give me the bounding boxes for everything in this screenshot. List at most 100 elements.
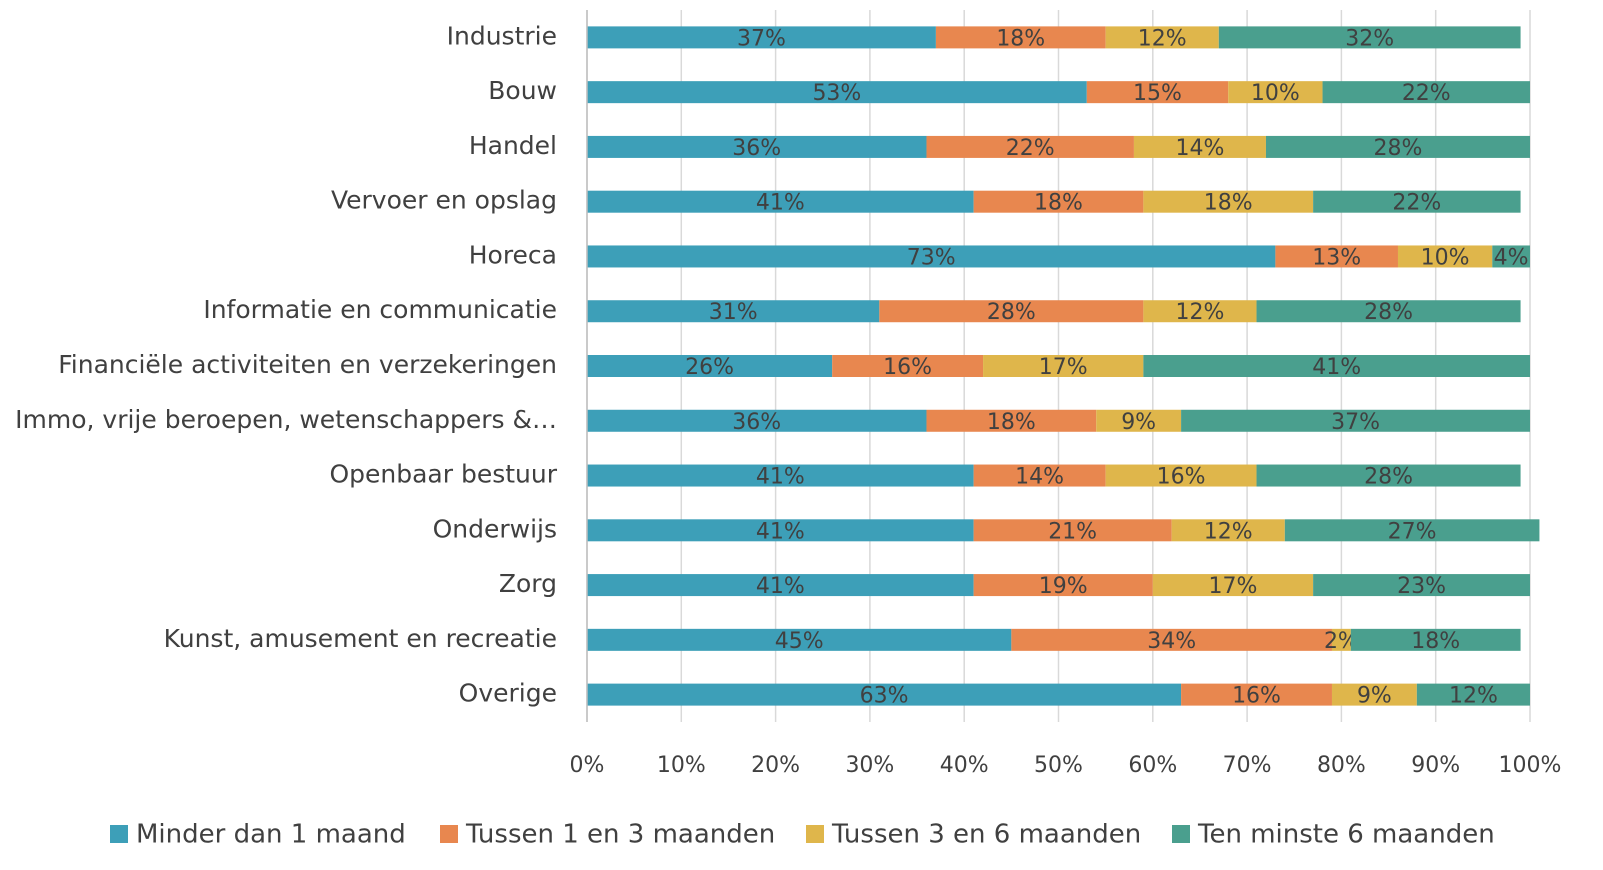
data-label: 14% <box>1015 465 1064 490</box>
data-label: 23% <box>1397 574 1446 599</box>
data-label: 18% <box>1204 191 1253 216</box>
data-label: 53% <box>812 81 861 106</box>
data-label: 16% <box>1232 684 1281 709</box>
legend-label: Tussen 1 en 3 maanden <box>465 820 775 850</box>
data-label: 4% <box>1494 245 1529 270</box>
bar-segment <box>973 190 1144 213</box>
bar-segment <box>587 81 1087 104</box>
bar-segment <box>935 26 1106 49</box>
bar-segment <box>1416 683 1530 706</box>
bar-segment <box>587 300 880 323</box>
bar-segment <box>587 135 927 158</box>
category-label: Overige <box>459 679 557 708</box>
x-tick-label: 70% <box>1223 753 1272 778</box>
bar-segment <box>1086 81 1229 104</box>
data-label: 41% <box>756 574 805 599</box>
bar-segment <box>832 355 984 377</box>
data-label: 45% <box>775 629 824 654</box>
bar-segment <box>1133 135 1266 158</box>
bar-segment <box>587 628 1012 651</box>
legend-swatch <box>110 825 128 843</box>
bar-segment <box>587 464 974 487</box>
data-label: 41% <box>756 191 805 216</box>
bar-segment <box>1397 245 1493 268</box>
bar-segment <box>587 355 833 377</box>
bar-segment <box>1322 81 1530 104</box>
data-label: 9% <box>1357 684 1392 709</box>
data-label: 12% <box>1449 684 1498 709</box>
data-label: 27% <box>1388 519 1437 544</box>
data-label: 26% <box>685 355 734 380</box>
data-label: 9% <box>1121 410 1156 435</box>
bar-segment <box>1313 574 1530 597</box>
category-label: Financiële activiteiten en verzekeringen <box>58 350 557 379</box>
category-label: Openbaar bestuur <box>329 460 557 489</box>
data-label: 34% <box>1147 629 1196 654</box>
bar-segment <box>587 574 974 597</box>
bar-segment <box>1171 519 1285 542</box>
x-tick-label: 90% <box>1411 753 1460 778</box>
x-tick-label: 80% <box>1317 753 1366 778</box>
x-tick-label: 50% <box>1034 753 1083 778</box>
legend-swatch <box>806 825 824 843</box>
data-label: 36% <box>732 136 781 161</box>
bar-segment <box>973 574 1153 597</box>
bar-segment <box>587 519 974 542</box>
category-label: Kunst, amusement en recreatie <box>164 624 557 653</box>
data-label: 18% <box>1034 191 1083 216</box>
bar-segment <box>1331 628 1351 651</box>
data-label: 63% <box>860 684 909 709</box>
bar-segment <box>1228 81 1323 104</box>
data-label: 18% <box>996 26 1045 51</box>
bar-segment <box>983 355 1144 377</box>
data-label: 28% <box>1364 300 1413 325</box>
legend-swatch <box>1172 825 1190 843</box>
data-label: 12% <box>1204 519 1253 544</box>
data-label: 12% <box>1138 26 1187 51</box>
data-label: 10% <box>1251 81 1300 106</box>
bar-segment <box>926 135 1134 158</box>
category-label: Horeca <box>469 240 557 269</box>
data-label: 22% <box>1392 191 1441 216</box>
bar-segment <box>1011 628 1332 651</box>
x-tick-label: 20% <box>751 753 800 778</box>
data-label: 28% <box>1364 465 1413 490</box>
data-label: 14% <box>1175 136 1224 161</box>
x-tick-label: 0% <box>570 753 605 778</box>
legend-label: Minder dan 1 maand <box>136 820 406 850</box>
data-label: 31% <box>709 300 758 325</box>
category-label: Onderwijs <box>433 514 557 543</box>
bar-segment <box>1275 245 1398 268</box>
category-label: Industrie <box>447 21 557 50</box>
bar-segment <box>1331 683 1417 706</box>
bar-segment <box>1256 464 1521 487</box>
bar-segment <box>1143 190 1314 213</box>
data-label: 36% <box>732 410 781 435</box>
data-label: 41% <box>1312 355 1361 380</box>
category-label: Zorg <box>499 569 557 598</box>
bar-segment <box>973 464 1106 487</box>
x-tick-label: 10% <box>657 753 706 778</box>
data-label: 18% <box>1411 629 1460 654</box>
legend-label: Ten minste 6 maanden <box>1197 820 1495 850</box>
data-label: 28% <box>987 300 1036 325</box>
data-label: 13% <box>1312 245 1361 270</box>
data-label: 22% <box>1006 136 1055 161</box>
data-label: 17% <box>1209 574 1258 599</box>
data-label: 16% <box>883 355 932 380</box>
bar-segment <box>587 409 927 432</box>
data-label: 28% <box>1374 136 1423 161</box>
data-label: 73% <box>907 245 956 270</box>
bar-segment <box>1284 519 1540 542</box>
data-label: 15% <box>1133 81 1182 106</box>
bar-segment <box>587 683 1182 706</box>
x-tick-label: 40% <box>940 753 989 778</box>
data-label: 10% <box>1421 245 1470 270</box>
legend-swatch <box>440 825 458 843</box>
data-label: 12% <box>1175 300 1224 325</box>
bar-segment <box>1105 464 1257 487</box>
data-label: 16% <box>1157 465 1206 490</box>
bar-segment <box>1105 26 1219 49</box>
bar-segment <box>587 26 936 49</box>
